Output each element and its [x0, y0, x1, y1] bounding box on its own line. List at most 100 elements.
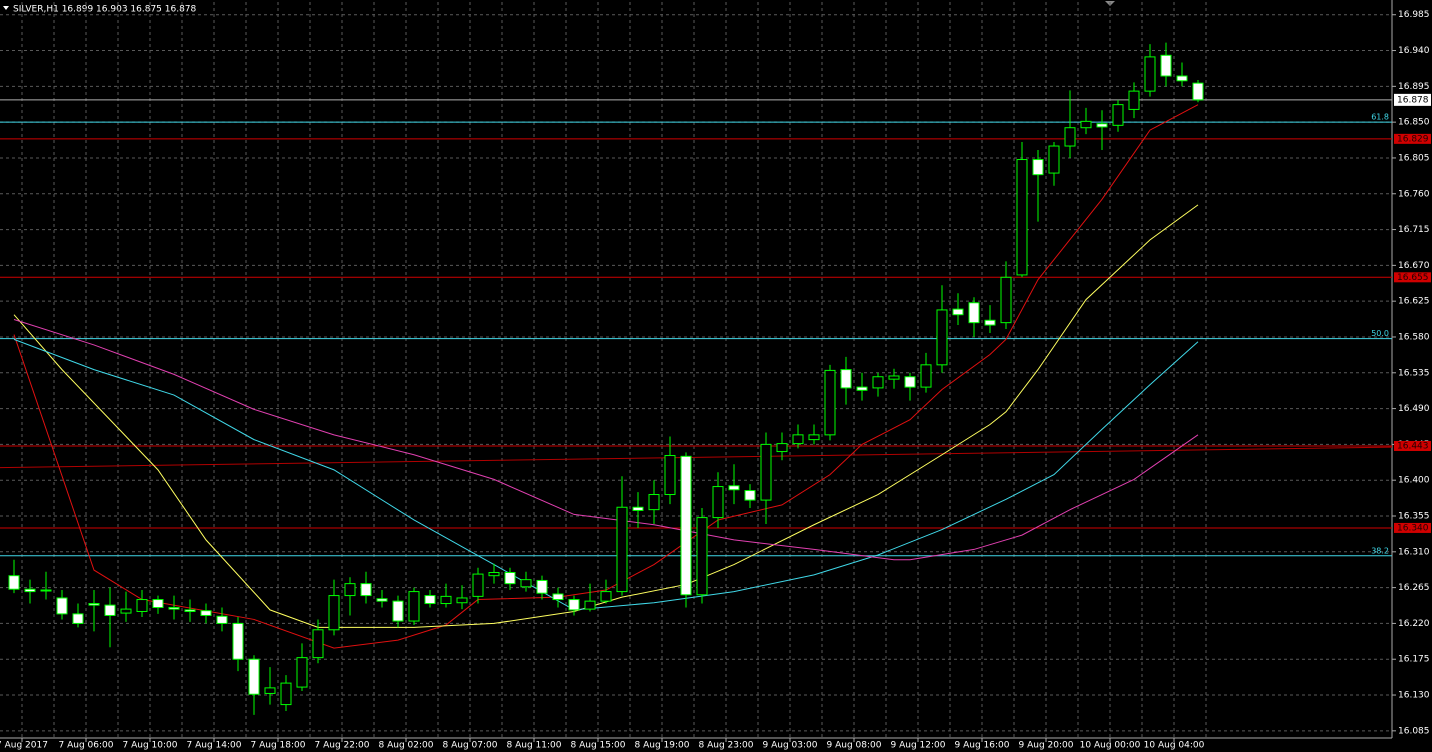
candle-body — [1144, 56, 1156, 92]
candle-body — [8, 575, 20, 590]
candle-body — [328, 595, 340, 631]
candle — [1000, 261, 1012, 330]
candle-body — [104, 604, 116, 616]
candle-body — [696, 517, 708, 596]
candle-body — [616, 506, 628, 593]
candle — [1064, 90, 1076, 158]
candle — [792, 424, 804, 449]
level-tag — [1394, 133, 1431, 144]
candle-body — [376, 598, 388, 602]
level-label: 16.340 — [1397, 523, 1429, 533]
candle-body — [1032, 159, 1044, 176]
candle — [760, 432, 772, 524]
y-tick-label: 16.895 — [1398, 82, 1430, 92]
candle — [632, 492, 644, 528]
y-tick-label: 16.580 — [1398, 332, 1430, 342]
candle — [504, 567, 516, 591]
x-tick-label: 8 Aug 19:00 — [635, 741, 690, 751]
fib-label: 61.8 — [1371, 113, 1389, 122]
candle — [728, 464, 740, 505]
candle-body — [1016, 159, 1028, 276]
candle-body — [488, 571, 500, 577]
candle-body — [472, 573, 484, 597]
candle-body — [520, 579, 532, 588]
level-label: 16.443 — [1397, 441, 1429, 451]
y-tick-label: 16.985 — [1398, 10, 1430, 20]
candle-body — [424, 595, 436, 605]
y-tick-label: 16.850 — [1398, 118, 1430, 128]
y-tick-label: 16.715 — [1398, 225, 1430, 235]
candle — [552, 587, 564, 608]
x-tick-label: 10 Aug 04:00 — [1144, 741, 1205, 751]
candle — [1096, 110, 1108, 150]
x-tick-label: 7 Aug 18:00 — [251, 741, 306, 751]
level-tag — [1394, 522, 1431, 533]
candle-body — [216, 615, 228, 624]
candle-body — [968, 302, 980, 324]
y-tick-label: 16.625 — [1398, 297, 1430, 307]
candle-body — [984, 319, 996, 326]
candle-body — [200, 610, 212, 616]
x-tick-label: 9 Aug 12:00 — [891, 741, 946, 751]
candle-body — [920, 364, 932, 388]
candle — [824, 364, 836, 441]
candle-body — [312, 629, 324, 659]
candle — [872, 372, 884, 397]
price-tag — [1394, 93, 1431, 106]
candle — [328, 579, 340, 636]
candle — [856, 372, 868, 401]
candle — [216, 607, 228, 632]
candle — [280, 675, 292, 711]
price-label: 16.878 — [1397, 95, 1429, 105]
candle-body — [408, 591, 420, 622]
candle-body — [1192, 82, 1204, 101]
candle — [600, 579, 612, 604]
fib-label: 38.2 — [1371, 546, 1389, 555]
candle — [488, 563, 500, 584]
candle-body — [568, 599, 580, 611]
candle-body — [952, 308, 964, 316]
candle — [1048, 142, 1060, 186]
candle-body — [808, 434, 820, 441]
x-tick-label: 7 Aug 2017 — [0, 741, 48, 751]
candle — [56, 590, 68, 620]
candle-body — [296, 657, 308, 688]
candle-body — [1176, 75, 1188, 82]
candle — [104, 587, 116, 648]
candle-body — [760, 443, 772, 501]
candle-body — [1064, 127, 1076, 147]
candle-body — [1128, 90, 1140, 110]
candle — [40, 571, 52, 600]
candle — [1160, 42, 1172, 87]
candle-body — [280, 682, 292, 706]
candle — [408, 587, 420, 626]
candle-body — [824, 369, 836, 436]
candle-body — [1048, 145, 1060, 174]
x-tick-label: 8 Aug 15:00 — [571, 741, 626, 751]
candle-body — [184, 609, 196, 612]
candle-body — [168, 607, 180, 610]
candle — [440, 583, 452, 608]
candle-body — [936, 309, 948, 366]
y-tick-label: 16.265 — [1398, 583, 1430, 593]
x-tick-label: 7 Aug 10:00 — [123, 741, 178, 751]
candle-body — [728, 485, 740, 491]
y-tick-label: 16.310 — [1398, 547, 1430, 557]
candle-body — [232, 622, 244, 660]
candle — [616, 476, 628, 596]
candle-body — [680, 455, 692, 596]
candle — [920, 352, 932, 393]
candle — [712, 472, 724, 528]
candle-body — [632, 506, 644, 511]
candle — [1032, 149, 1044, 222]
candle — [296, 643, 308, 692]
candle-body — [856, 386, 868, 391]
candle — [776, 432, 788, 461]
candle-body — [1160, 54, 1172, 77]
x-tick-label: 8 Aug 11:00 — [507, 741, 562, 751]
candle-body — [360, 583, 372, 597]
candle-body — [248, 658, 260, 695]
